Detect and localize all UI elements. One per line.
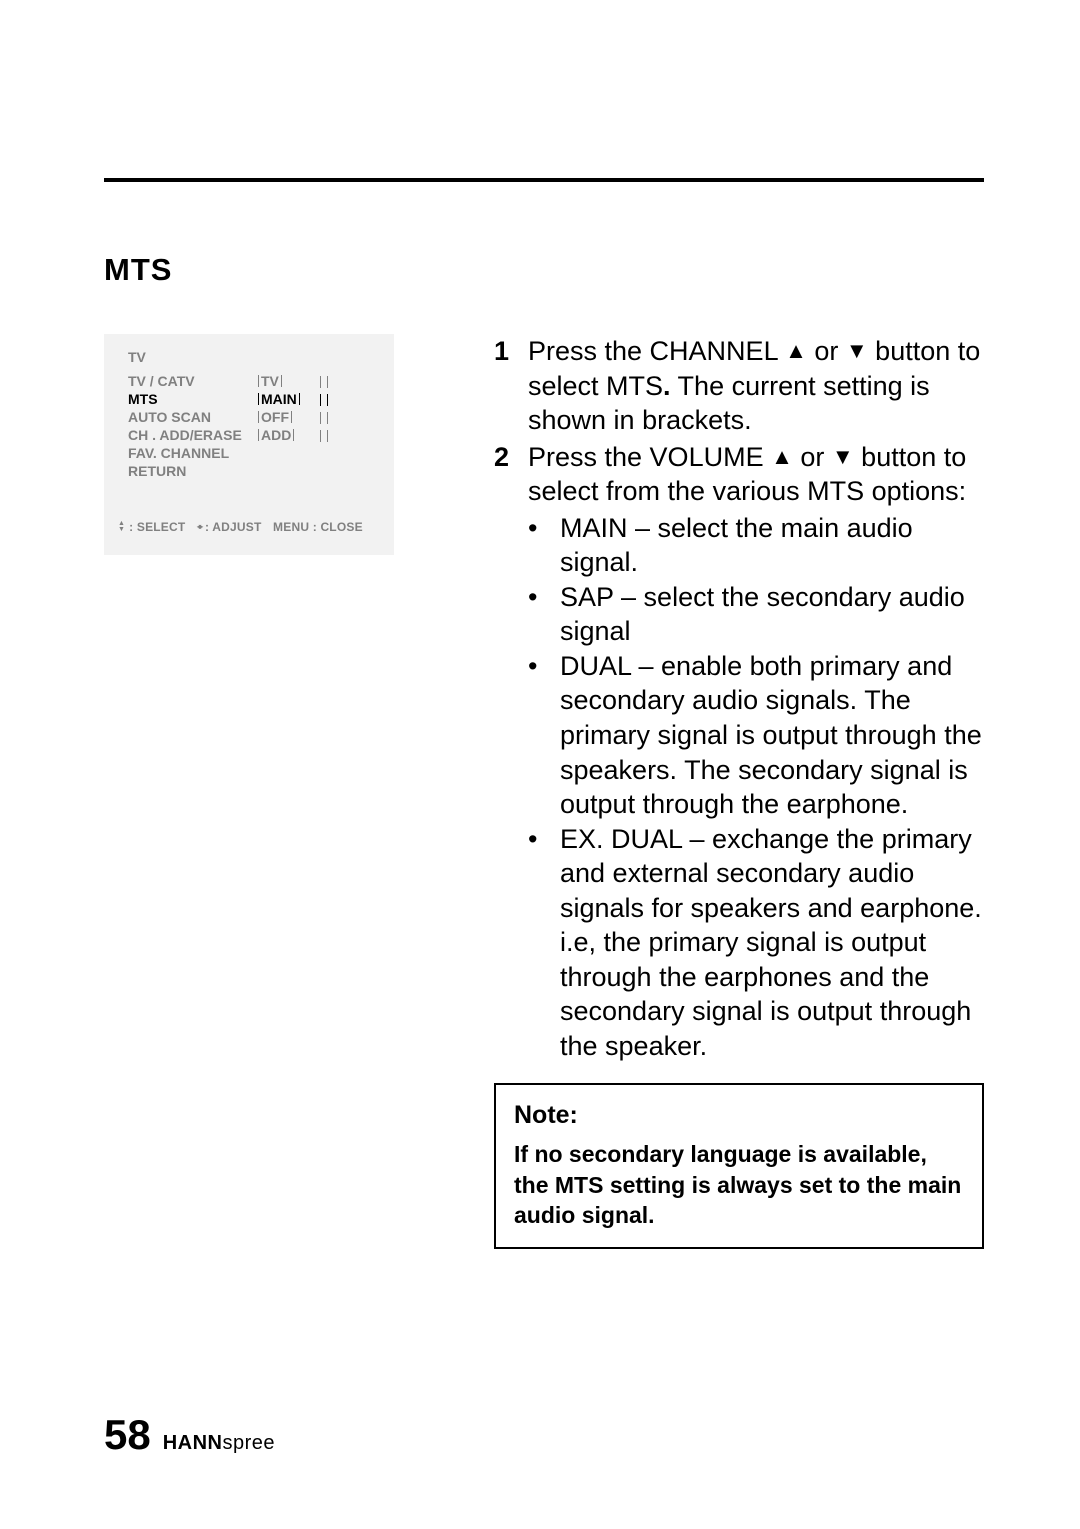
note-box: Note: If no secondary language is availa… [494, 1083, 984, 1248]
osd-row-return: RETURN [118, 463, 380, 481]
note-title: Note: [514, 1099, 964, 1131]
osd-row-autoscan: AUTO SCAN OFF [118, 409, 380, 427]
osd-row-mts: MTS MAIN [118, 391, 380, 409]
osd-row-chadderase: CH . ADD/ERASE ADD [118, 427, 380, 445]
bullet-icon: • [528, 580, 560, 649]
down-triangle-icon: ▼ [832, 444, 854, 469]
osd-label: CH . ADD/ERASE [128, 426, 250, 445]
brand-bold: HANN [163, 1432, 223, 1454]
bullet-icon: • [528, 822, 560, 1064]
page-number: 58 [104, 1411, 151, 1459]
osd-value: MAIN [250, 390, 320, 409]
osd-label: AUTO SCAN [128, 408, 250, 427]
mts-options-list: • MAIN – select the main audio signal. •… [528, 511, 984, 1064]
bullet-icon: • [528, 511, 560, 580]
left-column: TV TV / CATV TV MTS MAIN AUTO SCAN OFF [104, 334, 394, 1249]
osd-bracket-empty [320, 412, 328, 424]
up-down-arrows-icon: ▲ ▼ [118, 521, 125, 533]
list-item: • EX. DUAL – exchange the primary and ex… [528, 822, 984, 1064]
step-number: 2 [494, 440, 528, 509]
list-item-text: SAP – select the secondary audio signal [560, 580, 984, 649]
numbered-steps: 1 Press the CHANNEL ▲ or ▼ button to sel… [494, 334, 984, 509]
step-body: Press the VOLUME ▲ or ▼ button to select… [528, 440, 984, 509]
osd-help-bar: ▲ ▼ : SELECT ◂▸ : ADJUST MENU : CLOSE [118, 519, 380, 535]
osd-bracket-empty [320, 430, 328, 442]
up-triangle-icon: ▲ [771, 444, 793, 469]
osd-bracket-empty [320, 376, 328, 388]
list-item-text: DUAL – enable both primary and secondary… [560, 649, 984, 822]
brand-logo: HANNspree [163, 1432, 275, 1455]
two-column-layout: TV TV / CATV TV MTS MAIN AUTO SCAN OFF [104, 334, 984, 1249]
list-item: • DUAL – enable both primary and seconda… [528, 649, 984, 822]
bullet-icon: • [528, 649, 560, 822]
osd-value: ADD [250, 426, 320, 445]
osd-value: TV [250, 372, 320, 391]
osd-label: MTS [128, 390, 250, 409]
page: MTS TV TV / CATV TV MTS MAIN AUTO SCAN O [0, 0, 1080, 1529]
osd-value: OFF [250, 408, 320, 427]
step-2: 2 Press the VOLUME ▲ or ▼ button to sele… [494, 440, 984, 509]
list-item: • MAIN – select the main audio signal. [528, 511, 984, 580]
osd-label: RETURN [128, 462, 250, 481]
osd-help-menuclose: MENU : CLOSE [273, 519, 363, 535]
top-rule [104, 178, 984, 182]
osd-help-adjust: : ADJUST [205, 519, 262, 535]
osd-label: FAV. CHANNEL [128, 444, 250, 463]
osd-row-favchannel: FAV. CHANNEL [118, 445, 380, 463]
up-triangle-icon: ▲ [785, 338, 807, 363]
osd-menu: TV TV / CATV TV MTS MAIN AUTO SCAN OFF [104, 334, 394, 555]
right-column: 1 Press the CHANNEL ▲ or ▼ button to sel… [494, 334, 984, 1249]
brand-light: spree [223, 1432, 276, 1454]
osd-help-select: : SELECT [129, 519, 185, 535]
left-right-arrows-icon: ◂▸ [197, 522, 201, 533]
osd-title: TV [128, 348, 380, 367]
note-body: If no secondary language is available, t… [514, 1139, 964, 1230]
osd-label: TV / CATV [128, 372, 250, 391]
osd-row-tvcatv: TV / CATV TV [118, 373, 380, 391]
list-item-text: MAIN – select the main audio signal. [560, 511, 984, 580]
step-body: Press the CHANNEL ▲ or ▼ button to selec… [528, 334, 984, 438]
page-footer: 58 HANNspree [104, 1411, 275, 1459]
step-1: 1 Press the CHANNEL ▲ or ▼ button to sel… [494, 334, 984, 438]
list-item-text: EX. DUAL – exchange the primary and exte… [560, 822, 984, 1064]
section-title: MTS [104, 252, 984, 288]
step-number: 1 [494, 334, 528, 438]
down-triangle-icon: ▼ [846, 338, 868, 363]
list-item: • SAP – select the secondary audio signa… [528, 580, 984, 649]
osd-bracket-empty [320, 394, 328, 406]
